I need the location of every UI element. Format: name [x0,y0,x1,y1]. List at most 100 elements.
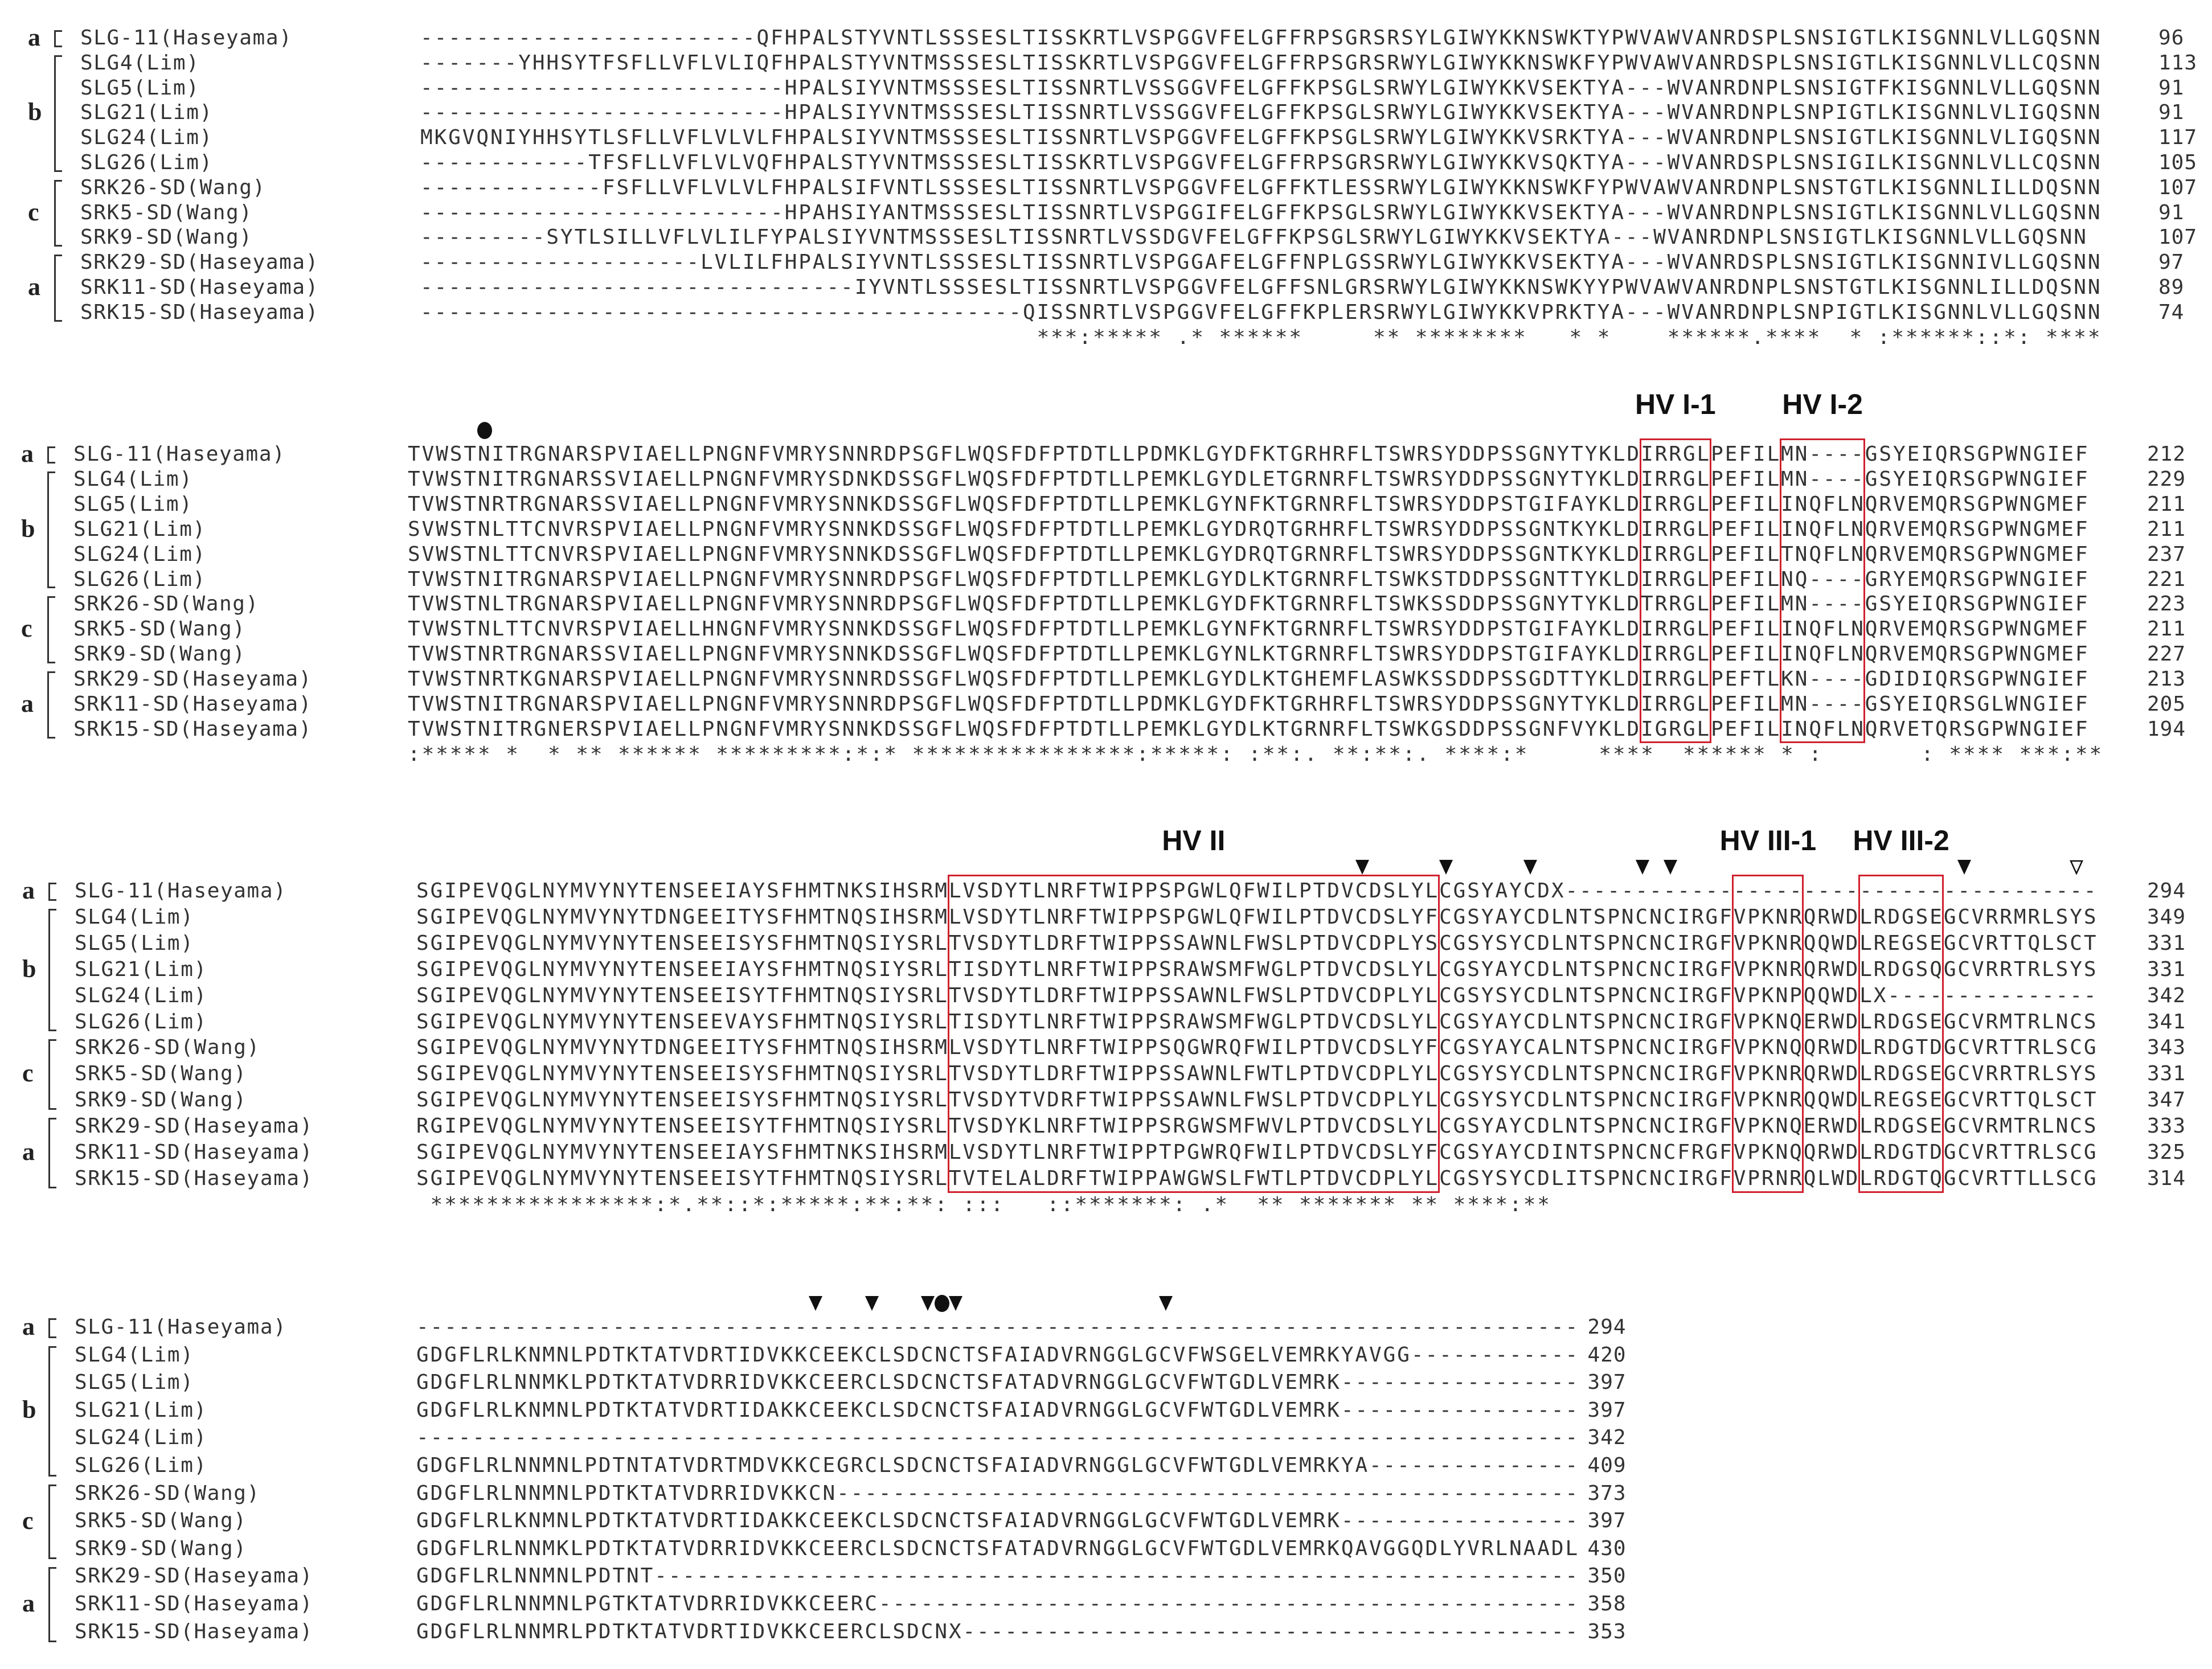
residue-count: 349 [2147,905,2186,929]
aligned-sequence: --------------------------HPALSIYVNTMSSS… [420,76,2102,100]
sequence-name: SLG24(Lim) [80,126,213,150]
group-label: b [21,514,35,543]
group-bracket [54,55,62,172]
sequence-name: SLG4(Lim) [80,51,200,75]
residue-count: 342 [1587,1426,1627,1450]
sequence-name: SLG24(Lim) [75,983,207,1007]
residue-count: 221 [2147,567,2186,591]
aligned-sequence: SGIPEVQGLNYMVYNYTENSEEVAYSFHMTNQSIYSRLTI… [416,1010,2098,1034]
sequence-name: SLG5(Lim) [75,931,194,955]
aligned-sequence: ----------------------------------------… [416,1315,1580,1339]
aligned-sequence: SGIPEVQGLNYMVYNYTENSEEIAYSFHMTNKSIHSRMLV… [416,1141,2098,1164]
sequence-name: SLG4(Lim) [75,1343,194,1367]
group-bracket [48,883,56,901]
group-bracket [47,446,55,464]
sequence-name: SLG5(Lim) [73,492,193,516]
aligned-sequence: --------------------------HPAHSIYANTMSSS… [420,200,2102,224]
sequence-name: SRK11-SD(Haseyama) [75,1141,313,1164]
conservation-line: ***:***** .* ****** ** ******** * * ****… [420,325,2102,349]
aligned-sequence: -------YHHSYTFSFLLVFLVLIQFHPALSTYVNTMSSS… [420,51,2102,75]
sequence-name: SLG21(Lim) [75,957,207,981]
group-bracket [47,596,55,664]
aligned-sequence: TVWSTNITRGNARSPVIAELLPNGNFVMRYSNNRDPSGFL… [408,692,2090,716]
hypervariable-region-box [1779,438,1866,743]
aligned-sequence: SVWSTNLTTCNVRSPVIAELLPNGNFVMRYSNNKDSSGFL… [408,517,2090,541]
residue-count: 205 [2147,692,2186,716]
group-label: b [22,954,36,983]
sequence-name: SRK11-SD(Haseyama) [80,276,319,299]
group-label: a [28,272,40,301]
residue-count: 430 [1587,1536,1627,1560]
aligned-sequence: TVWSTNLTTCNVRSPVIAELLHNGNFVMRYSNNKDSSGFL… [408,617,2090,641]
aligned-sequence: TVWSTNITRGNARSSVIAELLPNGNFVMRYSDNKDSSGFL… [408,467,2090,491]
residue-count: 237 [2147,542,2186,566]
residue-count: 333 [2147,1114,2186,1138]
residue-count: 194 [2147,717,2186,741]
aligned-sequence: TVWSTNRTRGNARSSVIAELLPNGNFVMRYSNNKDSSGFL… [408,642,2090,666]
aligned-sequence: --------------------------HPALSIYVNTMSSS… [420,101,2102,125]
sequence-name: SRK29-SD(Haseyama) [80,251,319,274]
residue-count: 397 [1587,1371,1627,1395]
aligned-sequence: TVWSTNITRGNARSPVIAELLPNGNFVMRYSNNRDPSGFL… [408,567,2090,591]
residue-count: 350 [1587,1564,1627,1588]
filled-circle-icon [477,421,493,439]
residue-count: 223 [2147,592,2186,616]
residue-count: 397 [1587,1509,1627,1533]
residue-count: 91 [2158,200,2185,224]
hypervariable-region-box [1858,875,1944,1193]
aligned-sequence: GDGFLRLKNMNLPDTKTATVDRTIDAKKCEEKCLSDCNCT… [416,1509,1580,1533]
sequence-name: SRK11-SD(Haseyama) [73,692,312,716]
sequence-name: SLG-11(Haseyama) [73,442,286,466]
sequence-name: SRK5-SD(Wang) [75,1509,247,1533]
group-bracket [48,1567,56,1643]
residue-count: 314 [2147,1166,2186,1190]
group-bracket [54,30,62,47]
filled-triangle-icon [1159,1296,1173,1311]
sequence-name: SRK9-SD(Wang) [73,642,246,666]
aligned-sequence: GDGFLRLNNMNLPDTKTATVDRRIDVKKCN----------… [416,1481,1580,1505]
sequence-name: SRK9-SD(Wang) [75,1088,247,1112]
hypervariable-region-label: HV II [1162,825,1226,856]
residue-count: 397 [1587,1398,1627,1422]
residue-count: 113 [2158,51,2198,75]
residue-count: 89 [2158,276,2185,299]
aligned-sequence: SGIPEVQGLNYMVYNYTENSEEIAYSFHMTNQSIYSRLTI… [416,957,2098,981]
sequence-name: SRK11-SD(Haseyama) [75,1592,313,1615]
group-label: a [28,23,40,51]
residue-count: 107 [2158,225,2198,249]
sequence-name: SRK15-SD(Haseyama) [80,300,319,324]
sequence-name: SRK15-SD(Haseyama) [75,1166,313,1190]
residue-count: 117 [2158,126,2198,150]
group-label: a [22,1137,35,1166]
filled-triangle-icon [949,1296,963,1311]
aligned-sequence: TVWSTNITRGNARSPVIAELLPNGNFVMRYSNNRDPSGFL… [408,442,2090,466]
residue-count: 331 [2147,931,2186,955]
aligned-sequence: TVWSTNITRGNERSPVIAELLPNGNFVMRYSNNKDSSGFL… [408,717,2090,741]
sequence-name: SRK26-SD(Wang) [80,175,266,199]
sequence-name: SLG5(Lim) [80,76,200,100]
sequence-name: SRK5-SD(Wang) [73,617,246,641]
group-bracket [47,671,55,739]
aligned-sequence: SGIPEVQGLNYMVYNYTENSEEISYSFHMTNQSIYSRLTV… [416,931,2098,955]
sequence-name: SRK26-SD(Wang) [75,1036,260,1060]
residue-count: 341 [2147,1010,2186,1034]
group-bracket [47,471,55,589]
sequence-name: SLG21(Lim) [73,517,206,541]
sequence-name: SRK15-SD(Haseyama) [75,1619,313,1643]
group-label: a [22,876,35,904]
conservation-line: :***** * * ** ****** *********:*:* *****… [408,742,2104,766]
aligned-sequence: --------------------LVLILFHPALSIYVNTLSSS… [420,251,2102,274]
aligned-sequence: GDGFLRLNNMRLPDTKTATVDRTIDVKKCEERCLSDCNX-… [416,1619,1580,1643]
aligned-sequence: SGIPEVQGLNYMVYNYTENSEEISYTFHMTNQSIYSRLTV… [416,1166,2098,1190]
group-label: c [28,198,39,226]
hypervariable-region-label: HV III-2 [1853,825,1949,856]
sequence-name: SLG21(Lim) [80,101,213,125]
group-label: b [22,1396,36,1424]
residue-count: 294 [2147,879,2186,903]
aligned-sequence: GDGFLRLNNMKLPDTKTATVDRRIDVKKCEERCLSDCNCT… [416,1371,1580,1395]
residue-count: 91 [2158,76,2185,100]
sequence-name: SLG4(Lim) [73,467,193,491]
group-bracket [48,1118,56,1188]
group-bracket [54,255,62,322]
residue-count: 353 [1587,1619,1627,1643]
